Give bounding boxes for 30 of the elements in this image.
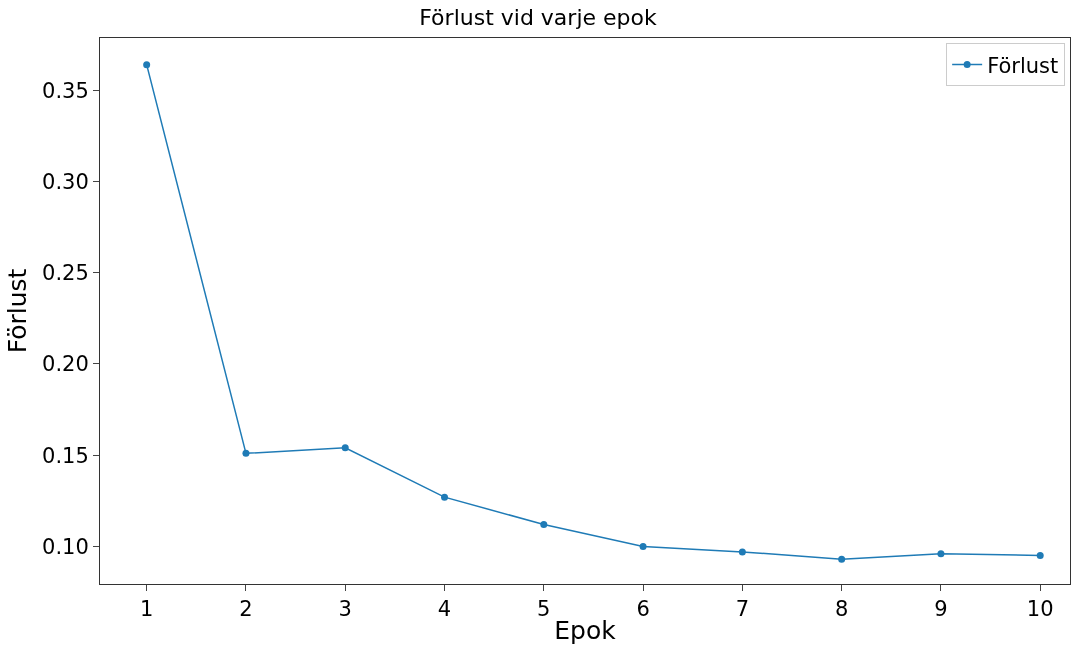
- x-tick-label: 6: [636, 597, 650, 622]
- point: [738, 548, 746, 556]
- chart-title: Förlust vid varje epok: [419, 5, 657, 31]
- y-tick-label: 0.15: [42, 443, 89, 468]
- x-tick-label: 8: [834, 597, 849, 622]
- y-tick-label: 0.10: [42, 534, 89, 559]
- y-tick-label: 0.30: [42, 169, 89, 194]
- x-axis-title: Epok: [554, 616, 617, 645]
- x-tick-label: 7: [735, 597, 750, 622]
- point: [143, 61, 151, 69]
- point: [1036, 552, 1044, 560]
- x-tick-label: 10: [1026, 597, 1054, 622]
- point: [341, 444, 349, 452]
- point: [639, 542, 647, 550]
- x-tick-label: 3: [338, 597, 352, 622]
- y-tick-label: 0.35: [42, 78, 89, 103]
- point: [441, 493, 449, 501]
- y-axis-title: Förlust: [2, 268, 32, 354]
- point: [242, 449, 250, 457]
- point: [937, 550, 945, 558]
- y-tick-label: 0.20: [42, 352, 89, 377]
- x-tick-label: 1: [139, 597, 154, 622]
- x-tick-label: 9: [934, 597, 948, 622]
- x-tick-label: 5: [537, 597, 551, 622]
- x-tick-label: 4: [437, 597, 452, 622]
- y-tick-label: 0.25: [42, 261, 89, 286]
- point: [838, 555, 846, 563]
- x-tick-label: 2: [239, 597, 253, 622]
- legend-label: Förlust: [987, 53, 1059, 78]
- point: [540, 521, 548, 529]
